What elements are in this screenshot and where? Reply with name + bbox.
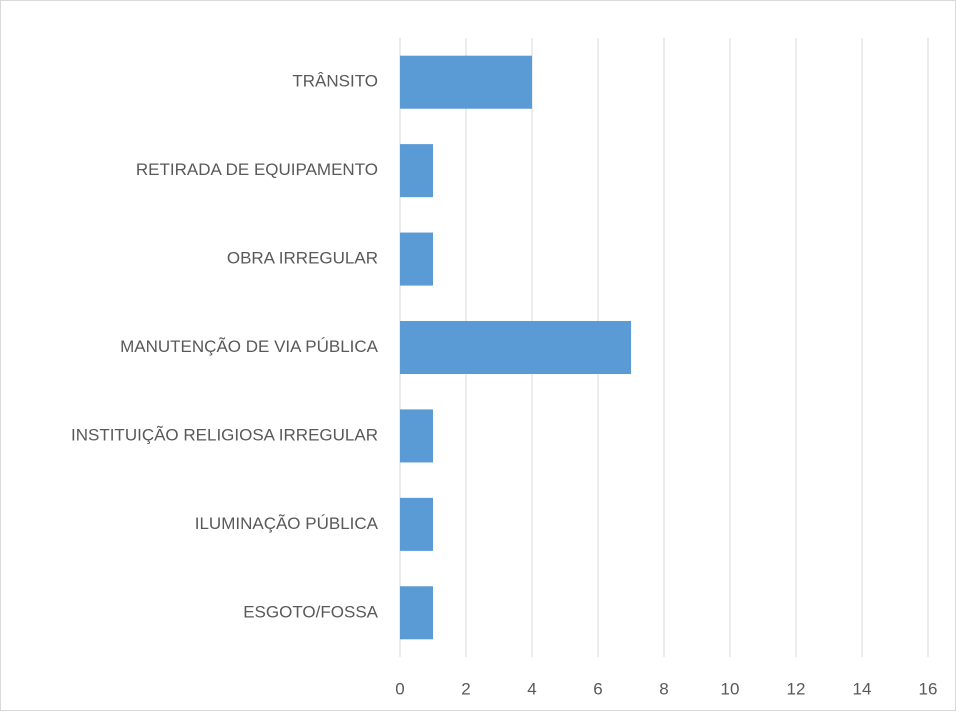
y-tick-label: OBRA IRREGULAR <box>227 249 378 268</box>
x-tick-label: 2 <box>461 679 470 698</box>
bar <box>400 586 433 640</box>
y-tick-label: MANUTENÇÃO DE VIA PÚBLICA <box>120 337 379 356</box>
y-tick-label: RETIRADA DE EQUIPAMENTO <box>136 160 378 179</box>
x-tick-label: 16 <box>919 679 938 698</box>
x-tick-label: 0 <box>395 679 404 698</box>
x-tick-label: 12 <box>787 679 806 698</box>
bar <box>400 144 433 198</box>
y-tick-label: INSTITUIÇÃO RELIGIOSA IRREGULAR <box>71 425 378 444</box>
y-tick-label: ESGOTO/FOSSA <box>243 602 378 621</box>
bar <box>400 55 532 109</box>
x-tick-label: 10 <box>721 679 740 698</box>
y-tick-label: ILUMINAÇÃO PÚBLICA <box>195 514 379 533</box>
x-tick-label: 8 <box>659 679 668 698</box>
bar <box>400 497 433 551</box>
bar <box>400 320 631 375</box>
y-tick-label: TRÂNSITO <box>292 72 378 91</box>
x-tick-label: 4 <box>527 679 536 698</box>
bar <box>400 232 433 286</box>
bar <box>400 409 433 463</box>
x-tick-label: 14 <box>853 679 872 698</box>
x-tick-label: 6 <box>593 679 602 698</box>
